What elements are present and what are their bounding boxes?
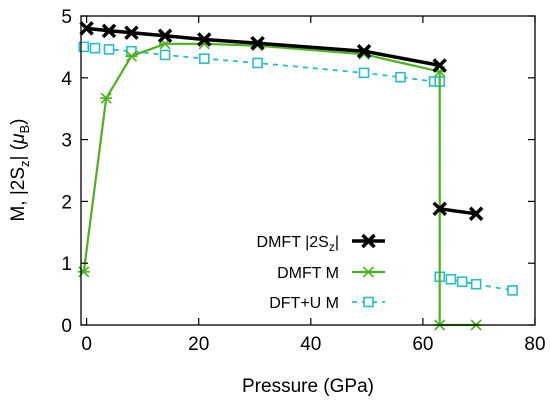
series-2-point-12 bbox=[445, 273, 457, 285]
series-1-point-2 bbox=[125, 50, 138, 62]
series-1 bbox=[77, 38, 483, 331]
series-2-point-8 bbox=[395, 71, 406, 83]
legend-label-dmft-m: DMFT M bbox=[277, 265, 339, 282]
x-axis-title: Pressure (GPa) bbox=[242, 376, 374, 397]
legend-sample-2 bbox=[352, 296, 385, 308]
series-1-line-0 bbox=[82, 42, 477, 327]
series-2-point-4 bbox=[159, 49, 171, 61]
legend-samples bbox=[352, 233, 385, 308]
series-2-line-0 bbox=[83, 46, 513, 292]
series-0-point-6 bbox=[356, 43, 372, 59]
x-tick-label-0: 0 bbox=[81, 334, 92, 355]
y-tick-label-1: 1 bbox=[61, 254, 72, 275]
y-tick-label-3: 3 bbox=[61, 131, 72, 152]
series-0-point-9 bbox=[468, 206, 484, 221]
series-2-point-2 bbox=[103, 44, 115, 55]
legend-label-dftu-m: DFT+U M bbox=[269, 295, 339, 312]
y-tick-label-5: 5 bbox=[61, 7, 72, 28]
series-2-point-13 bbox=[456, 276, 468, 288]
series-layer bbox=[77, 21, 518, 331]
series-1-point-1 bbox=[100, 92, 113, 104]
plot-frame bbox=[80, 15, 536, 326]
series-0-point-1 bbox=[101, 23, 117, 39]
series-0-point-4 bbox=[197, 32, 212, 47]
series-0-point-7 bbox=[432, 58, 447, 73]
legend: DMFT |2Sz| DMFT M DFT+U M bbox=[257, 233, 385, 312]
legend-label-dmft-2sz: DMFT |2Sz| bbox=[257, 234, 339, 254]
series-0-point-5 bbox=[250, 35, 265, 51]
series-2-point-6 bbox=[252, 57, 263, 69]
y-tick-label-2: 2 bbox=[61, 192, 72, 213]
series-2-point-1 bbox=[89, 42, 101, 54]
y-tick-label-0: 0 bbox=[61, 316, 72, 337]
ticks-layer: 0 20 40 60 80 0 1 2 3 4 5 bbox=[61, 7, 545, 355]
legend-sample-1 bbox=[352, 266, 385, 278]
series-0-point-0 bbox=[79, 21, 94, 36]
x-tick-label-4: 80 bbox=[524, 334, 545, 355]
series-2-point-7 bbox=[358, 67, 370, 79]
series-0-point-2 bbox=[124, 25, 139, 40]
legend-marker-2 bbox=[363, 296, 374, 308]
series-0-point-8 bbox=[432, 201, 447, 217]
y-axis-title: M, |2Sz| (μB) bbox=[8, 118, 32, 221]
series-0-line-0 bbox=[86, 26, 441, 68]
series-0 bbox=[79, 21, 484, 221]
series-2-point-0 bbox=[78, 41, 90, 53]
x-tick-label-3: 60 bbox=[412, 334, 433, 355]
series-2-point-15 bbox=[507, 285, 518, 296]
x-tick-label-2: 40 bbox=[300, 334, 321, 355]
legend-marker-1 bbox=[362, 266, 375, 278]
series-2-point-5 bbox=[199, 53, 210, 64]
series-0-line-1 bbox=[439, 207, 477, 216]
y-tick-label-4: 4 bbox=[61, 69, 72, 90]
x-tick-label-1: 20 bbox=[188, 334, 209, 355]
legend-sample-0 bbox=[352, 233, 385, 249]
series-2 bbox=[78, 41, 518, 296]
series-0-point-3 bbox=[157, 28, 173, 44]
legend-marker-0 bbox=[361, 233, 376, 249]
series-2-point-14 bbox=[470, 278, 482, 290]
